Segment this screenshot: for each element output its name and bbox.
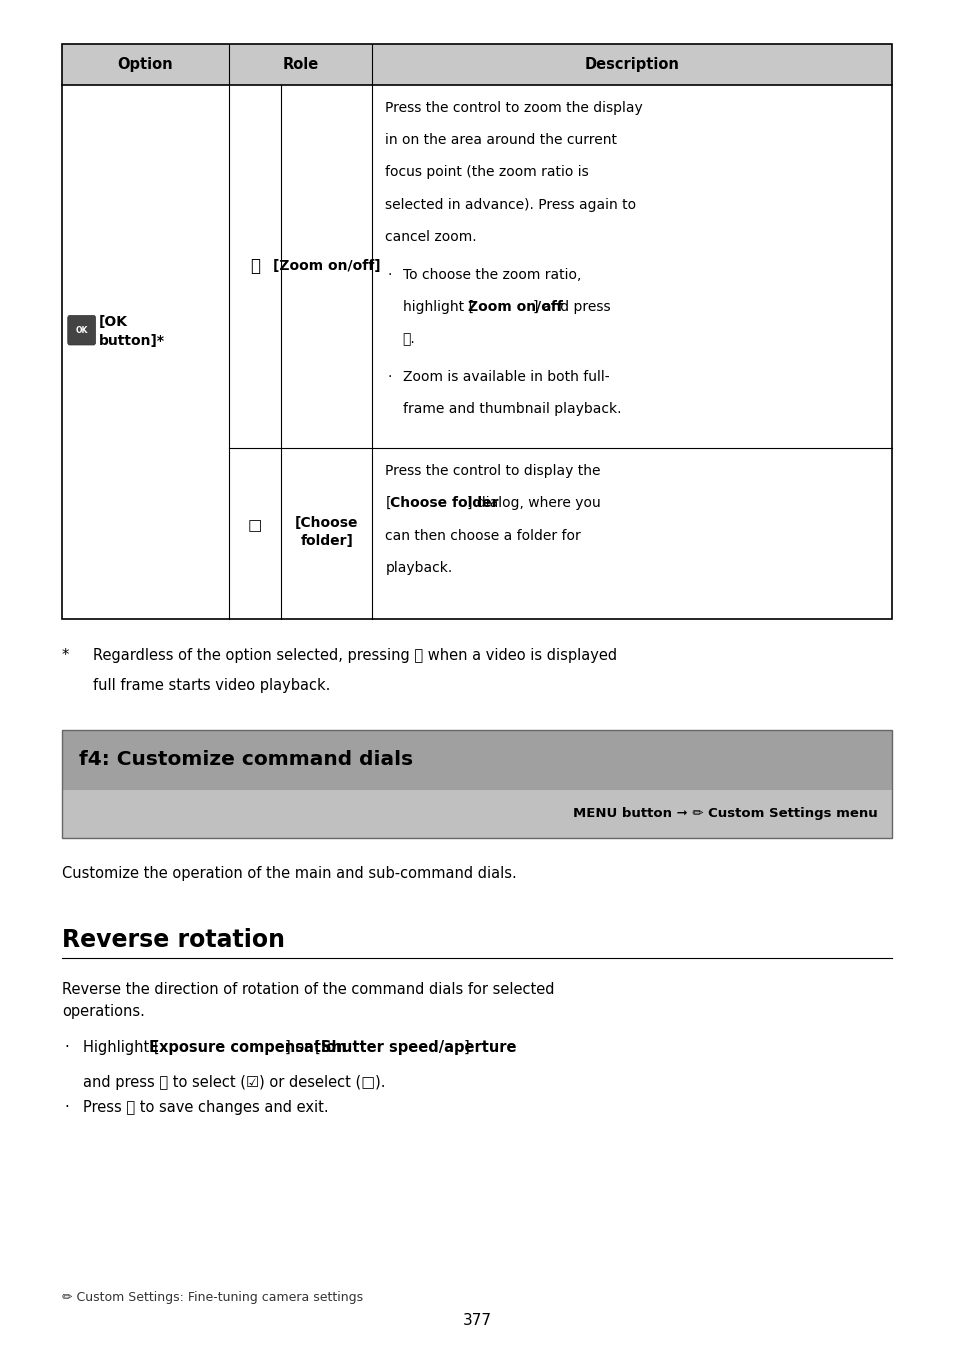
Bar	[62, 44, 891, 85]
Text: Option: Option	[117, 56, 173, 73]
Text: highlight [: highlight [	[402, 300, 473, 313]
Text: Exposure compensation: Exposure compensation	[149, 1040, 346, 1054]
Text: □: □	[248, 518, 262, 533]
Text: MENU button ➞ ✏ Custom Settings menu: MENU button ➞ ✏ Custom Settings menu	[573, 807, 877, 820]
Text: ⓙ.: ⓙ.	[402, 332, 415, 346]
Text: ·: ·	[64, 1100, 69, 1115]
Bar	[62, 730, 891, 838]
Text: Highlight [: Highlight [	[83, 1040, 159, 1054]
Text: ] dialog, where you: ] dialog, where you	[467, 496, 600, 510]
Bar	[62, 730, 891, 790]
Text: [: [	[385, 496, 391, 510]
Text: ·: ·	[387, 268, 392, 281]
Text: Zoom is available in both full-: Zoom is available in both full-	[402, 370, 609, 383]
Text: in on the area around the current: in on the area around the current	[385, 133, 617, 147]
Text: Choose folder: Choose folder	[390, 496, 498, 510]
Text: Press the control to display the: Press the control to display the	[385, 464, 600, 477]
Text: *: *	[62, 648, 70, 663]
Text: OK: OK	[75, 325, 88, 335]
FancyBboxPatch shape	[68, 316, 95, 346]
Text: To choose the zoom ratio,: To choose the zoom ratio,	[402, 268, 580, 281]
Text: frame and thumbnail playback.: frame and thumbnail playback.	[402, 402, 620, 416]
Text: [Choose
folder]: [Choose folder]	[294, 515, 358, 549]
Text: Press Ⓢ to save changes and exit.: Press Ⓢ to save changes and exit.	[83, 1100, 328, 1115]
Text: ] or [: ] or [	[285, 1040, 320, 1054]
Text: selected in advance). Press again to: selected in advance). Press again to	[385, 198, 636, 211]
Text: Shutter speed/aperture: Shutter speed/aperture	[320, 1040, 516, 1054]
Text: Customize the operation of the main and sub-command dials.: Customize the operation of the main and …	[62, 866, 517, 881]
Text: ·: ·	[387, 370, 392, 383]
Text: Reverse rotation: Reverse rotation	[62, 928, 285, 952]
Text: full frame starts video playback.: full frame starts video playback.	[92, 678, 330, 693]
Text: and press ⓙ to select (☑) or deselect (□).: and press ⓙ to select (☑) or deselect (□…	[83, 1075, 385, 1089]
Text: Description: Description	[584, 56, 679, 73]
Text: Regardless of the option selected, pressing Ⓢ when a video is displayed: Regardless of the option selected, press…	[92, 648, 616, 663]
Bar	[62, 790, 891, 838]
Text: [Zoom on/off]: [Zoom on/off]	[273, 260, 380, 273]
Text: can then choose a folder for: can then choose a folder for	[385, 529, 580, 542]
Bar	[62, 44, 891, 619]
Text: ·: ·	[64, 1040, 69, 1054]
Text: cancel zoom.: cancel zoom.	[385, 230, 476, 243]
Text: ✏ Custom Settings: Fine-tuning camera settings: ✏ Custom Settings: Fine-tuning camera se…	[62, 1291, 363, 1305]
Text: playback.: playback.	[385, 561, 452, 574]
Text: ⌕: ⌕	[250, 257, 260, 276]
Text: 377: 377	[462, 1313, 491, 1328]
Text: Press the control to zoom the display: Press the control to zoom the display	[385, 101, 642, 114]
Text: f4: Customize command dials: f4: Customize command dials	[79, 751, 413, 769]
Text: [OK
button]*: [OK button]*	[98, 315, 164, 348]
Text: Reverse the direction of rotation of the command dials for selected
operations.: Reverse the direction of rotation of the…	[62, 982, 554, 1020]
Text: ]: ]	[463, 1040, 469, 1054]
Text: ] and press: ] and press	[532, 300, 610, 313]
Text: Role: Role	[282, 56, 318, 73]
Text: focus point (the zoom ratio is: focus point (the zoom ratio is	[385, 165, 589, 179]
Text: Zoom on/off: Zoom on/off	[467, 300, 562, 313]
